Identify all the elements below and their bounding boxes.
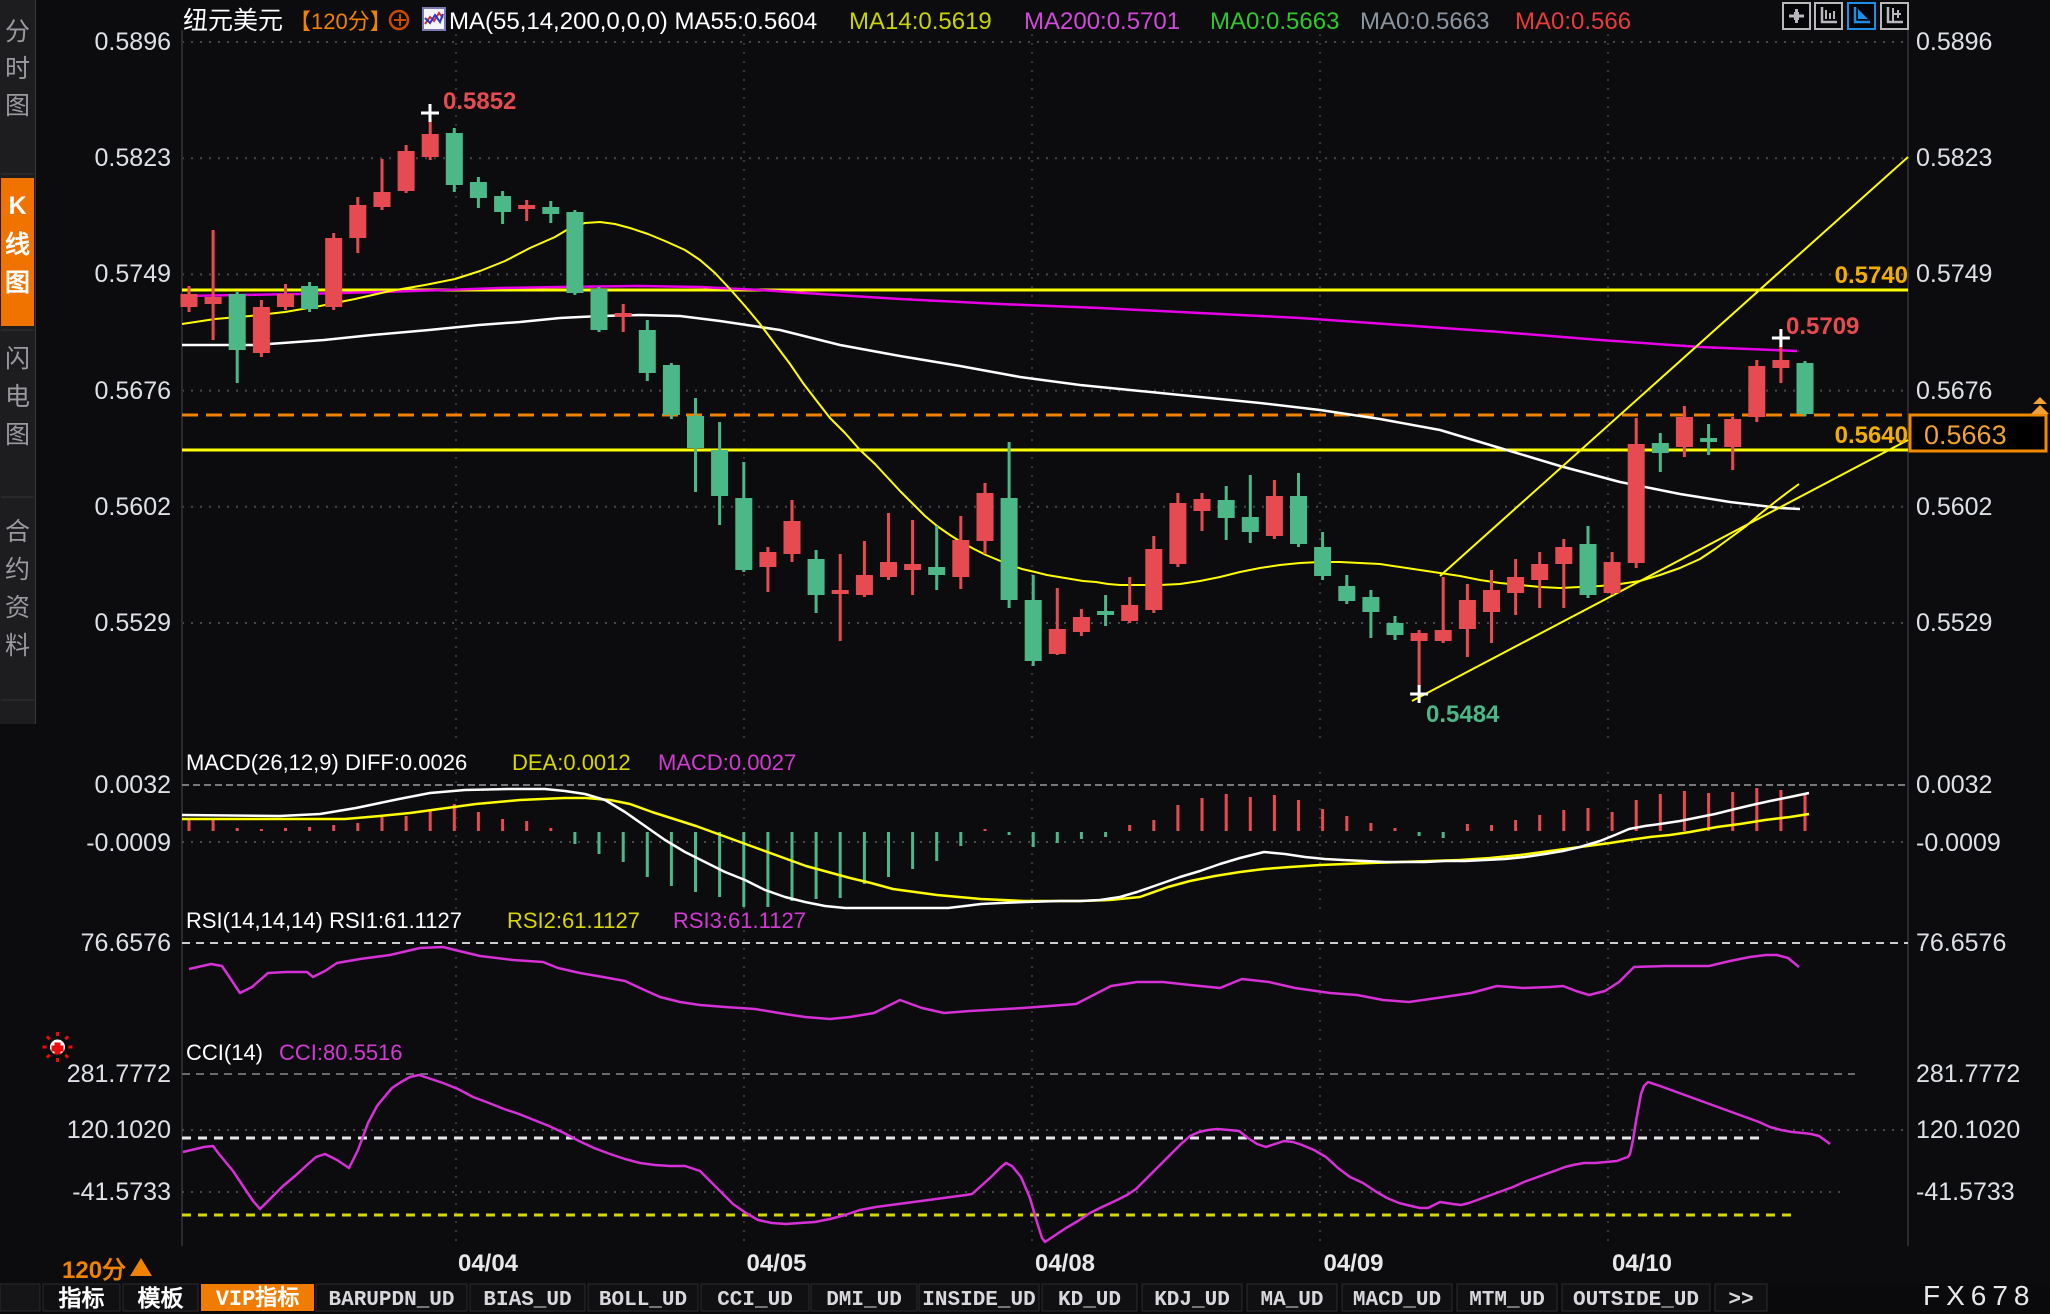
- svg-text:0.5676: 0.5676: [1916, 377, 1992, 405]
- svg-text:0.5896: 0.5896: [95, 28, 171, 56]
- svg-text:分: 分: [5, 18, 30, 46]
- svg-text:KDJ_UD: KDJ_UD: [1154, 1289, 1230, 1312]
- svg-text:图: 图: [5, 269, 30, 297]
- svg-text:0.5602: 0.5602: [1916, 493, 1992, 521]
- svg-text:FX678: FX678: [1923, 1280, 2036, 1311]
- svg-text:04/09: 04/09: [1323, 1250, 1383, 1277]
- svg-text:MA_UD: MA_UD: [1260, 1289, 1323, 1312]
- svg-text:-0.0009: -0.0009: [86, 829, 171, 857]
- svg-text:DMI_UD: DMI_UD: [826, 1289, 902, 1312]
- svg-text:【120分】: 【120分】: [289, 9, 392, 34]
- svg-text:合: 合: [5, 518, 30, 546]
- svg-text:资: 资: [5, 594, 30, 622]
- svg-text:120.1020: 120.1020: [1916, 1116, 2020, 1144]
- svg-text:BOLL_UD: BOLL_UD: [599, 1289, 687, 1312]
- svg-text:-0.0009: -0.0009: [1916, 829, 2001, 857]
- svg-text:0.5823: 0.5823: [95, 144, 171, 172]
- svg-text:120.1020: 120.1020: [67, 1116, 171, 1144]
- svg-text:线: 线: [5, 230, 30, 259]
- svg-text:DEA:0.0012: DEA:0.0012: [512, 750, 631, 775]
- svg-text:KD_UD: KD_UD: [1058, 1289, 1121, 1312]
- svg-text:76.6576: 76.6576: [81, 929, 171, 957]
- svg-text:0.5602: 0.5602: [95, 493, 171, 521]
- svg-text:-41.5733: -41.5733: [1916, 1178, 2015, 1206]
- svg-text:时: 时: [5, 55, 30, 83]
- svg-text:120分: 120分: [62, 1257, 126, 1284]
- svg-text:CCI_UD: CCI_UD: [717, 1289, 793, 1312]
- svg-text:04/08: 04/08: [1035, 1250, 1095, 1277]
- svg-text:76.6576: 76.6576: [1916, 929, 2006, 957]
- svg-text:0.5709: 0.5709: [1786, 313, 1859, 340]
- svg-text:0.5529: 0.5529: [95, 609, 171, 637]
- svg-text:闪: 闪: [5, 345, 30, 373]
- svg-text:0.0032: 0.0032: [1916, 771, 1992, 799]
- svg-text:MA(55,14,200,0,0,0) MA55:0.560: MA(55,14,200,0,0,0) MA55:0.5604: [449, 8, 817, 35]
- svg-text:0.5529: 0.5529: [1916, 609, 1992, 637]
- svg-text:CCI:80.5516: CCI:80.5516: [279, 1040, 403, 1065]
- svg-text:模板: 模板: [138, 1285, 185, 1311]
- svg-text:04/04: 04/04: [458, 1250, 519, 1277]
- svg-text:0.5852: 0.5852: [443, 88, 516, 115]
- svg-text:指标: 指标: [59, 1285, 105, 1311]
- svg-text:电: 电: [5, 383, 30, 411]
- svg-text:MACD_UD: MACD_UD: [1353, 1289, 1441, 1312]
- svg-text:0.0032: 0.0032: [95, 771, 171, 799]
- svg-text:0.5749: 0.5749: [95, 260, 171, 288]
- svg-text:MA0:0.566: MA0:0.566: [1515, 8, 1631, 35]
- svg-text:RSI3:61.1127: RSI3:61.1127: [673, 908, 806, 933]
- svg-text:04/10: 04/10: [1612, 1250, 1672, 1277]
- svg-text:OUTSIDE_UD: OUTSIDE_UD: [1573, 1289, 1699, 1312]
- svg-text:MTM_UD: MTM_UD: [1469, 1289, 1545, 1312]
- svg-text:INSIDE_UD: INSIDE_UD: [922, 1289, 1035, 1312]
- svg-text:0.5749: 0.5749: [1916, 260, 1992, 288]
- svg-text:MA0:0.5663: MA0:0.5663: [1210, 8, 1339, 35]
- svg-text:约: 约: [5, 556, 30, 584]
- svg-text:-41.5733: -41.5733: [72, 1178, 171, 1206]
- svg-text:CCI(14): CCI(14): [186, 1040, 263, 1065]
- svg-text:0.5484: 0.5484: [1426, 701, 1500, 728]
- svg-text:281.7772: 281.7772: [1916, 1060, 2020, 1088]
- svg-text:>>: >>: [1728, 1289, 1753, 1312]
- svg-text:纽元美元: 纽元美元: [183, 7, 283, 35]
- svg-text:MA0:0.5663: MA0:0.5663: [1360, 8, 1489, 35]
- svg-text:料: 料: [5, 632, 30, 660]
- svg-text:MA14:0.5619: MA14:0.5619: [849, 8, 992, 35]
- svg-text:0.5823: 0.5823: [1916, 144, 1992, 172]
- svg-text:04/05: 04/05: [746, 1250, 806, 1277]
- svg-text:0.5740: 0.5740: [1835, 262, 1908, 289]
- svg-text:RSI2:61.1127: RSI2:61.1127: [507, 908, 640, 933]
- svg-text:0.5676: 0.5676: [95, 377, 171, 405]
- svg-text:0.5663: 0.5663: [1924, 420, 2007, 450]
- svg-text:图: 图: [5, 421, 30, 449]
- svg-text:MACD:0.0027: MACD:0.0027: [658, 750, 796, 775]
- svg-text:RSI(14,14,14) RSI1:61.1127: RSI(14,14,14) RSI1:61.1127: [186, 908, 462, 933]
- svg-text:0.5640: 0.5640: [1835, 422, 1908, 449]
- svg-text:MA200:0.5701: MA200:0.5701: [1024, 8, 1180, 35]
- svg-text:BARUPDN_UD: BARUPDN_UD: [328, 1289, 454, 1312]
- svg-text:MACD(26,12,9) DIFF:0.0026: MACD(26,12,9) DIFF:0.0026: [186, 750, 467, 775]
- svg-text:281.7772: 281.7772: [67, 1060, 171, 1088]
- svg-text:图: 图: [5, 92, 30, 120]
- svg-text:BIAS_UD: BIAS_UD: [483, 1289, 571, 1312]
- svg-text:VIP指标: VIP指标: [216, 1285, 300, 1312]
- svg-text:K: K: [8, 192, 26, 220]
- svg-text:0.5896: 0.5896: [1916, 28, 1992, 56]
